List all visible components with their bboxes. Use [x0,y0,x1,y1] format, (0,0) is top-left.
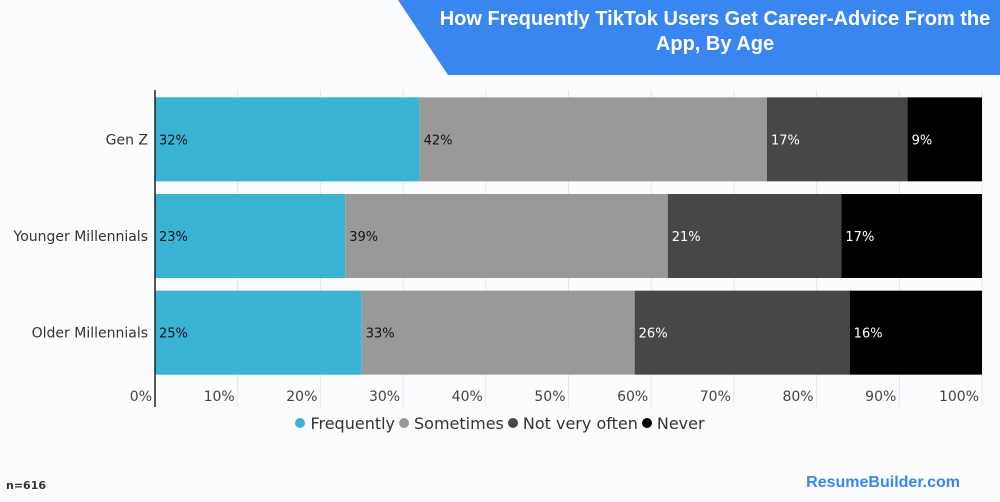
x-tick-label: 20% [286,389,317,405]
data-label: 21% [672,230,701,245]
data-label: 39% [349,230,378,245]
title-banner [398,0,1000,75]
bar-segment [155,290,362,375]
bar-segment [907,97,982,182]
bar-segment [849,290,982,375]
x-tick-label: 60% [617,389,648,405]
data-label: 32% [159,133,188,148]
bar-segment [361,290,635,375]
data-label: 26% [639,327,668,342]
legend-label: Not very often [522,413,638,433]
x-tick-label: 0% [130,389,152,405]
bar-segment [345,194,668,278]
legend-label: Sometimes [414,413,504,433]
category-label: Gen Z [106,132,148,148]
x-tick-label: 70% [700,389,731,405]
data-label: 33% [366,327,395,342]
bar-segment [841,194,982,278]
category-label: Older Millennials [32,326,148,342]
legend-item[interactable]: Not very often [507,413,638,433]
legend-item[interactable]: Never [641,413,705,433]
brand-logo-text[interactable]: ResumeBuilder.com [806,474,960,491]
legend-label: Never [656,413,705,433]
x-tick-label: 30% [369,389,400,405]
legend-dot-icon [295,418,306,428]
chart-plot: 0% 10% 20% 30% 40% 50% 60% 70% 80% 90% 100% Gen Z 32… [13,90,983,407]
category-label: Younger Millennials [13,229,148,245]
data-label: 17% [771,133,800,148]
legend-item[interactable]: Sometimes [399,414,504,433]
x-tick-label: 90% [865,389,896,405]
bar-segment [155,97,420,182]
bar-segment [634,290,850,375]
legend-dot-icon [399,418,410,428]
legend-dot-icon [641,418,652,428]
x-tick-label: 100% [939,389,979,405]
x-tick-label: 10% [204,389,235,405]
bar-segment [667,194,842,278]
data-label: 17% [845,230,874,245]
data-label: 16% [854,327,883,342]
data-label: 42% [424,133,453,148]
bar-segment [155,194,346,278]
legend-item[interactable]: Frequently [295,414,395,433]
bar-segment [419,97,767,182]
data-label: 9% [912,133,933,148]
x-tick-label: 50% [534,389,565,405]
legend-dot-icon [507,418,518,428]
chart-title: How Frequently TikTok Users Get Career-A… [439,8,991,55]
x-tick-label: 80% [782,389,813,405]
x-tick-label: 40% [452,389,483,405]
data-label: 23% [159,230,188,245]
legend: Frequently Sometimes Not very often Never [0,413,1000,433]
bar-segment [766,97,908,182]
data-label: 25% [159,327,188,342]
sample-size-note: n=616 [6,479,47,492]
legend-label: Frequently [310,413,396,433]
